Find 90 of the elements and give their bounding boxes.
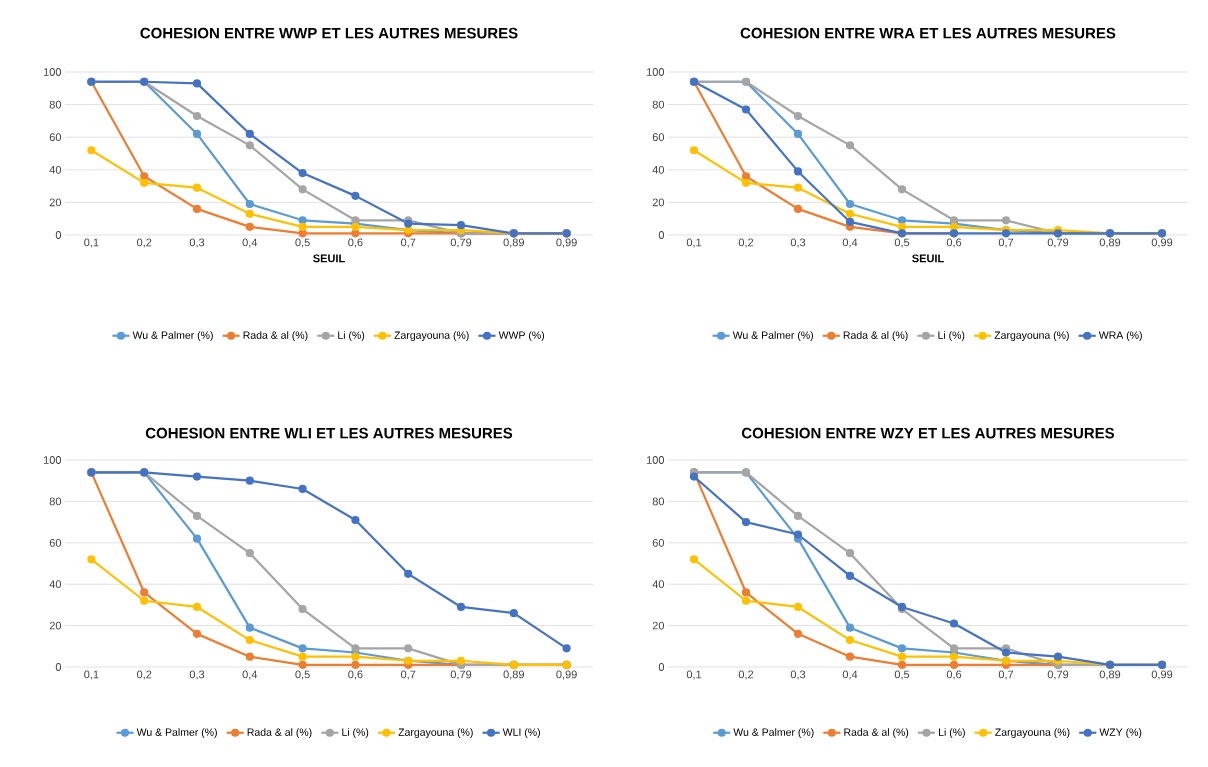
y-tick-label: 0 <box>55 231 62 239</box>
y-tick-label: 20 <box>652 621 665 630</box>
y-tick-label: 100 <box>646 68 665 76</box>
chart-title: COHESION ENTRE WRA ET LES AUTRES MESURES <box>740 27 1116 39</box>
y-tick-label: 100 <box>646 456 665 464</box>
x-tick-label: 0,79 <box>450 238 472 248</box>
x-tick-label: 0,89 <box>503 670 524 680</box>
x-tick-label: 0,2 <box>738 670 754 680</box>
x-tick-label: 0,3 <box>189 238 205 248</box>
y-tick-label: 40 <box>652 165 665 174</box>
legend-label: Li (%) <box>938 331 965 341</box>
x-tick-label: 0,1 <box>686 670 702 680</box>
x-tick-label: 0,4 <box>242 670 258 680</box>
x-tick-label: 0,5 <box>295 670 310 680</box>
x-tick-label: 0,7 <box>998 238 1014 248</box>
legend-label: WZY (%) <box>1099 728 1142 738</box>
x-tick-label: 0,5 <box>894 670 910 680</box>
x-tick-label: 0,4 <box>242 238 258 248</box>
x-tick-label: 0,7 <box>400 670 416 680</box>
y-tick-label: 0 <box>658 231 665 239</box>
x-tick-label: 0,5 <box>295 238 310 248</box>
legend-label: Wu & Palmer (%) <box>132 331 213 341</box>
legend-label: WWP (%) <box>498 331 545 341</box>
y-tick-label: 40 <box>49 580 62 589</box>
legend-label: WLI (%) <box>502 728 540 738</box>
legend-label: Zargayouna (%) <box>995 728 1070 738</box>
y-tick-label: 80 <box>652 497 665 506</box>
x-tick-label: 0,1 <box>84 238 99 248</box>
legend-label: Wu & Palmer (%) <box>733 728 814 738</box>
x-tick-label: 0,1 <box>686 238 702 248</box>
x-tick-label: 0,89 <box>503 238 524 248</box>
x-tick-label: 0,3 <box>790 670 806 680</box>
x-tick-label: 0,3 <box>189 670 205 680</box>
legend-label: Zargayouna (%) <box>398 728 473 738</box>
y-tick-label: 60 <box>49 133 62 142</box>
legend-label: Wu & Palmer (%) <box>732 331 813 341</box>
y-tick-label: 40 <box>652 580 665 589</box>
y-tick-label: 60 <box>652 538 665 547</box>
legend-label: Rada & al (%) <box>843 331 908 341</box>
y-tick-label: 20 <box>652 198 665 207</box>
y-tick-label: 80 <box>652 100 665 109</box>
y-tick-label: 80 <box>49 497 62 506</box>
x-tick-label: 0,99 <box>556 670 577 680</box>
x-tick-label: 0,6 <box>348 670 363 680</box>
chart-title: COHESION ENTRE WZY ET LES AUTRES MESURES <box>741 427 1115 439</box>
y-tick-label: 80 <box>49 100 62 109</box>
x-tick-label: 0,4 <box>842 670 858 680</box>
y-tick-label: 60 <box>652 133 665 142</box>
x-axis-title: SEUIL <box>912 254 944 263</box>
legend-label: Li (%) <box>939 728 965 738</box>
legend-label: Zargayouna (%) <box>994 331 1069 341</box>
chart-title: COHESION ENTRE WWP ET LES AUTRES MESURES <box>140 27 518 39</box>
x-tick-label: 0,1 <box>84 670 99 680</box>
y-tick-label: 0 <box>55 663 62 671</box>
y-tick-label: 0 <box>658 663 665 671</box>
x-tick-label: 0,79 <box>1047 670 1069 680</box>
x-tick-label: 0,79 <box>1047 238 1069 248</box>
legend-label: Li (%) <box>338 331 365 341</box>
y-tick-label: 20 <box>49 621 62 630</box>
x-tick-label: 0,79 <box>450 670 472 680</box>
x-tick-label: 0,99 <box>1151 238 1173 248</box>
x-tick-label: 0,6 <box>946 670 962 680</box>
y-tick-label: 60 <box>49 538 62 547</box>
legend-label: Zargayouna (%) <box>394 331 469 341</box>
chart-title: COHESION ENTRE WLI ET LES AUTRES MESURES <box>145 427 513 439</box>
x-tick-label: 0,2 <box>738 238 754 248</box>
x-tick-label: 0,99 <box>1151 670 1173 680</box>
legend-label: Rada & al (%) <box>247 728 312 738</box>
x-tick-label: 0,99 <box>556 238 577 248</box>
legend-label: WRA (%) <box>1098 331 1142 341</box>
y-tick-label: 100 <box>43 68 62 76</box>
legend-label: Rada & al (%) <box>243 331 308 341</box>
y-tick-label: 40 <box>49 165 62 174</box>
y-tick-label: 100 <box>43 456 62 464</box>
x-tick-label: 0,5 <box>894 238 910 248</box>
x-axis-title: SEUIL <box>313 254 345 263</box>
x-tick-label: 0,3 <box>790 238 806 248</box>
x-tick-label: 0,4 <box>842 238 858 248</box>
x-tick-label: 0,2 <box>136 238 152 248</box>
x-tick-label: 0,7 <box>400 238 416 248</box>
x-tick-label: 0,2 <box>136 670 152 680</box>
x-tick-label: 0,6 <box>348 238 363 248</box>
legend-label: Li (%) <box>342 728 369 738</box>
x-tick-label: 0,7 <box>998 670 1014 680</box>
x-tick-label: 0,89 <box>1099 238 1121 248</box>
legend-label: Wu & Palmer (%) <box>136 728 217 738</box>
legend-label: Rada & al (%) <box>844 728 909 738</box>
x-tick-label: 0,89 <box>1099 670 1121 680</box>
x-tick-label: 0,6 <box>946 238 962 248</box>
y-tick-label: 20 <box>49 198 62 207</box>
